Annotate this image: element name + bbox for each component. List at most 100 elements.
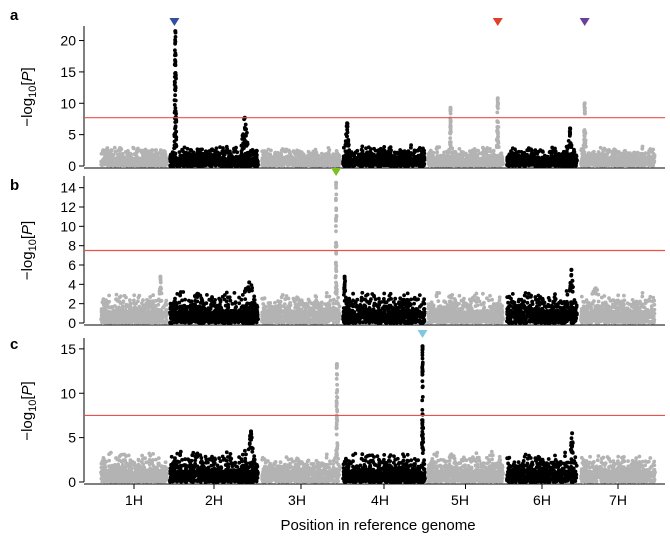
snp-point [234, 154, 239, 159]
snp-point [196, 159, 201, 164]
snp-point [195, 155, 200, 160]
snp-point [540, 149, 545, 154]
snp-point [240, 163, 245, 168]
snp-point-peak [173, 93, 178, 98]
snp-point-peak [495, 128, 500, 133]
snp-point [311, 160, 316, 165]
snp-point [262, 149, 267, 153]
snp-point [105, 146, 110, 150]
snp-point [357, 155, 361, 160]
snp-point [382, 150, 387, 155]
snp-point [118, 153, 123, 158]
snp-point [352, 163, 357, 168]
snp-point [162, 158, 167, 163]
snp-point [255, 153, 259, 157]
snp-point [307, 161, 312, 166]
snp-point [228, 152, 233, 156]
snp-point [355, 159, 359, 164]
snp-point [244, 156, 249, 161]
snp-point [533, 148, 538, 153]
snp-point [235, 150, 240, 155]
snp-point [403, 164, 407, 168]
snp-point [368, 157, 372, 162]
snp-point-peak [496, 138, 500, 143]
snp-point [189, 156, 194, 161]
peak-top-point [495, 96, 500, 101]
snp-point-peak [243, 122, 248, 127]
peak-top-point [345, 121, 350, 126]
snp-point [216, 155, 221, 159]
snp-point-peak [448, 118, 453, 123]
snp-point [236, 158, 241, 162]
snp-point [154, 148, 159, 152]
snp-point-peak [173, 35, 178, 39]
snp-point [398, 148, 403, 152]
snp-point [593, 154, 598, 159]
y-tick-label-a-10: 10 [60, 95, 76, 111]
snp-point [109, 148, 113, 153]
snp-point [141, 155, 146, 160]
snp-point [466, 163, 470, 167]
snp-point [396, 157, 400, 162]
snp-point [141, 149, 146, 154]
snp-point [409, 161, 414, 166]
snp-point-peak [343, 139, 348, 144]
snp-point [344, 154, 348, 159]
snp-point [268, 156, 273, 160]
snp-point [170, 154, 174, 159]
snp-point [511, 151, 515, 156]
snp-point [491, 161, 496, 166]
snp-point [120, 160, 124, 165]
snp-point [373, 162, 378, 167]
snp-point [613, 151, 618, 156]
snp-point [163, 155, 168, 160]
snp-point [602, 146, 607, 151]
snp-point [141, 163, 146, 168]
snp-point [99, 159, 104, 164]
snp-point [188, 148, 193, 152]
snp-point [607, 159, 612, 164]
snp-point [428, 148, 433, 153]
snp-point [457, 147, 462, 151]
snp-point [495, 163, 500, 168]
snp-point [529, 162, 534, 167]
snp-point [105, 155, 109, 159]
snp-point-peak [568, 132, 572, 137]
snp-point [392, 154, 397, 159]
snp-point [285, 163, 290, 168]
snp-point [367, 161, 371, 166]
snp-point [180, 147, 185, 152]
snp-point [113, 149, 118, 154]
snp-point [392, 150, 397, 155]
snp-point [426, 160, 431, 165]
snp-point [151, 156, 156, 161]
snp-point [461, 150, 465, 155]
y-tick-label-a-15: 15 [60, 64, 76, 80]
snp-point [561, 158, 566, 163]
snp-point [105, 150, 109, 155]
snp-point [505, 161, 510, 166]
snp-point [150, 148, 155, 153]
snp-point [134, 157, 139, 162]
snp-point [185, 146, 190, 151]
snp-point [278, 164, 283, 168]
snp-point [221, 146, 225, 150]
snp-point [153, 160, 158, 165]
snp-point-peak [173, 109, 178, 113]
snp-point [372, 146, 376, 151]
snp-point [409, 143, 413, 148]
snp-point [263, 160, 268, 165]
snp-point [145, 154, 149, 159]
snp-point [541, 163, 546, 167]
snp-point [469, 158, 473, 163]
snp-point [401, 159, 406, 163]
snp-point [416, 148, 420, 153]
snp-point [417, 163, 422, 168]
snp-point-peak [172, 98, 177, 103]
snp-point [471, 148, 475, 153]
snp-point [180, 153, 185, 158]
snp-point [565, 151, 569, 156]
snp-point [159, 159, 163, 163]
snp-point [220, 159, 224, 164]
